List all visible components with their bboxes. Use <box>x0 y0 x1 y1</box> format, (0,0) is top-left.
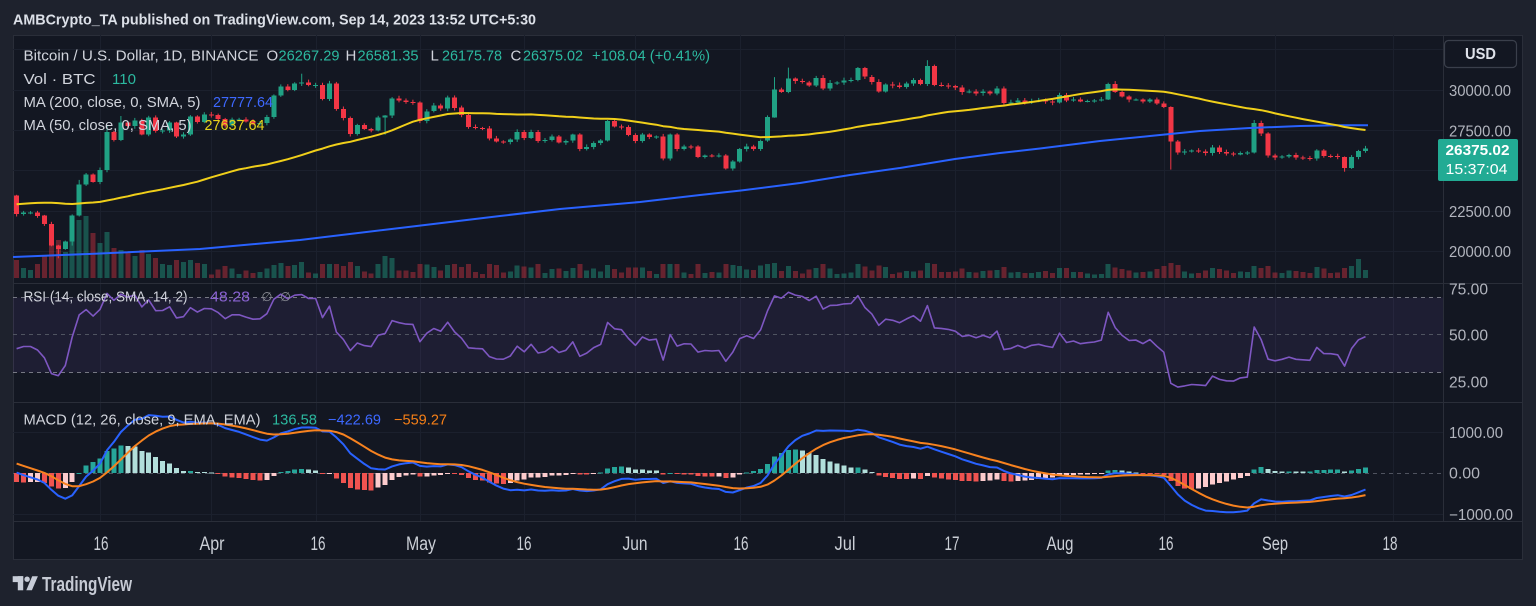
svg-text:16: 16 <box>517 534 532 555</box>
svg-text:C: C <box>511 48 522 65</box>
svg-text:26375.02: 26375.02 <box>1446 142 1510 159</box>
svg-text:16: 16 <box>94 534 109 555</box>
svg-text:TradingView: TradingView <box>42 574 132 596</box>
svg-text:MACD (12, 26, close, 9, EMA, E: MACD (12, 26, close, 9, EMA, EMA) <box>24 412 261 429</box>
svg-text:22500.00: 22500.00 <box>1449 204 1511 221</box>
svg-text:Jun: Jun <box>623 534 648 555</box>
svg-text:110: 110 <box>112 71 136 88</box>
svg-text:∅: ∅ <box>262 290 273 304</box>
svg-text:25.00: 25.00 <box>1449 375 1488 392</box>
svg-text:Jul: Jul <box>835 534 856 555</box>
svg-text:136.58: 136.58 <box>272 412 317 429</box>
svg-text:Bitcoin / U.S. Dollar, 1D, BIN: Bitcoin / U.S. Dollar, 1D, BINANCE <box>24 48 259 65</box>
svg-text:27637.64: 27637.64 <box>205 117 265 134</box>
svg-text:48.28: 48.28 <box>210 289 250 306</box>
svg-text:26375.02: 26375.02 <box>523 48 583 65</box>
svg-text:18: 18 <box>1383 534 1398 555</box>
svg-text:1000.00: 1000.00 <box>1449 425 1503 442</box>
svg-text:26175.78: 26175.78 <box>442 48 502 65</box>
svg-text:May: May <box>406 534 436 555</box>
svg-text:50.00: 50.00 <box>1449 328 1488 345</box>
svg-text:Sep: Sep <box>1262 534 1288 555</box>
svg-text:16: 16 <box>1159 534 1174 555</box>
svg-text:−422.69: −422.69 <box>328 412 381 429</box>
svg-text:MA (50, close, 0, SMA, 5): MA (50, close, 0, SMA, 5) <box>24 117 192 134</box>
svg-text:L: L <box>431 48 439 65</box>
svg-text:Aug: Aug <box>1047 534 1074 555</box>
svg-text:75.00: 75.00 <box>1449 282 1488 299</box>
svg-text:16: 16 <box>734 534 749 555</box>
svg-text:AMBCrypto_TA published on Trad: AMBCrypto_TA published on TradingView.co… <box>13 13 536 29</box>
svg-text:30000.00: 30000.00 <box>1449 83 1511 100</box>
svg-text:Vol · BTC: Vol · BTC <box>24 71 96 88</box>
svg-text:H: H <box>346 48 357 65</box>
svg-text:−1000.00: −1000.00 <box>1449 507 1513 524</box>
svg-text:27500.00: 27500.00 <box>1449 124 1511 141</box>
svg-text:Apr: Apr <box>200 534 226 555</box>
svg-text:16: 16 <box>311 534 326 555</box>
svg-text:15:37:04: 15:37:04 <box>1446 161 1508 178</box>
svg-text:∅: ∅ <box>280 290 291 304</box>
svg-text:26267.29: 26267.29 <box>279 48 340 65</box>
svg-text:20000.00: 20000.00 <box>1449 244 1511 261</box>
svg-text:USD: USD <box>1465 46 1496 63</box>
svg-text:17: 17 <box>945 534 960 555</box>
svg-text:RSI (14, close, SMA, 14, 2): RSI (14, close, SMA, 14, 2) <box>24 289 188 306</box>
svg-text:−559.27: −559.27 <box>394 412 447 429</box>
svg-text:+108.04 (+0.41%): +108.04 (+0.41%) <box>592 48 710 65</box>
svg-text:O: O <box>267 48 279 65</box>
svg-text:27777.64: 27777.64 <box>213 94 273 111</box>
svg-text:0.00: 0.00 <box>1449 466 1480 483</box>
svg-text:26581.35: 26581.35 <box>358 48 419 65</box>
svg-text:MA (200, close, 0, SMA, 5): MA (200, close, 0, SMA, 5) <box>24 94 201 111</box>
